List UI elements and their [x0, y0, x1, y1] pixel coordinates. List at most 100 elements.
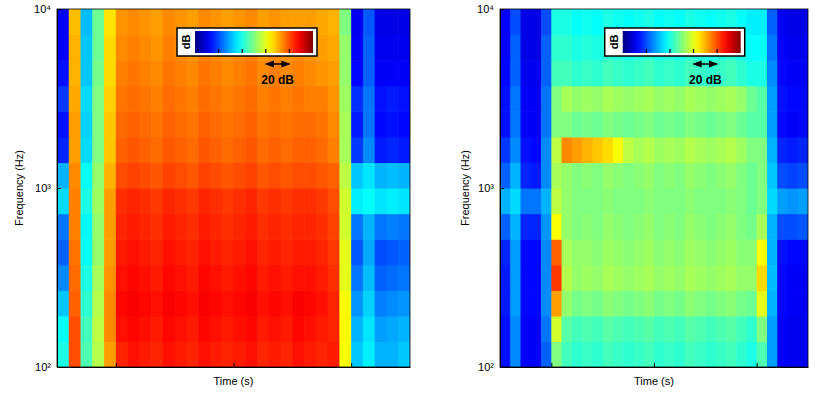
heatmap-cell: [81, 111, 93, 137]
heatmap-cell: [675, 265, 686, 291]
heatmap-cell: [398, 239, 410, 265]
heatmap-cell: [510, 35, 521, 61]
scale-bar-label: 20 dB: [261, 73, 294, 87]
heatmap-cell: [151, 60, 163, 86]
heatmap-cell: [592, 86, 603, 112]
heatmap-cell: [81, 341, 93, 367]
heatmap-cell: [531, 316, 542, 342]
heatmap-cell: [592, 290, 603, 316]
heatmap-cell: [186, 341, 198, 367]
heatmap-cell: [151, 188, 163, 214]
heatmap-cell: [582, 341, 593, 367]
y-axis: 10²10³10⁴: [477, 3, 504, 373]
heatmap-cell: [654, 341, 665, 367]
colorbar-tick: [693, 49, 694, 53]
heatmap-cell: [510, 290, 521, 316]
heatmap-cell: [104, 290, 116, 316]
heatmap-cell: [685, 341, 696, 367]
colorbar-ramp: [623, 31, 741, 53]
heatmap-cell: [695, 341, 706, 367]
heatmap-cell: [716, 316, 727, 342]
heatmap-cell: [292, 290, 304, 316]
heatmap-cell: [92, 265, 104, 291]
heatmap-cell: [510, 265, 521, 291]
heatmap-cell: [375, 35, 387, 61]
heatmap-cell: [139, 239, 151, 265]
heatmap-cell: [582, 86, 593, 112]
heatmap-cell: [163, 60, 175, 86]
heatmap-cell: [500, 341, 511, 367]
heatmap-cell: [81, 35, 93, 61]
heatmap-cell: [654, 239, 665, 265]
heatmap-cell: [139, 290, 151, 316]
colorbar: dB20 dB: [605, 28, 745, 87]
heatmap-cell: [398, 9, 410, 35]
heatmap-cell: [654, 137, 665, 163]
heatmap-cell: [582, 188, 593, 214]
heatmap-cell: [386, 214, 398, 240]
heatmap-cell: [269, 188, 281, 214]
heatmap-cell: [572, 9, 583, 35]
heatmap-cell: [234, 341, 246, 367]
heatmap-cell: [510, 316, 521, 342]
heatmap-cell: [716, 188, 727, 214]
heatmap-cell: [222, 341, 234, 367]
heatmap-cell: [633, 188, 644, 214]
heatmap-cell: [128, 86, 140, 112]
heatmap-cell: [510, 86, 521, 112]
heatmap-cell: [328, 341, 340, 367]
heatmap-cell: [363, 290, 375, 316]
heatmap-cell: [104, 316, 116, 342]
heatmap-cell: [787, 316, 798, 342]
heatmap-cell: [582, 137, 593, 163]
heatmap-cell: [582, 162, 593, 188]
scale-bar-label: 20 dB: [689, 73, 722, 87]
heatmap-cell: [163, 214, 175, 240]
heatmap-cell: [695, 188, 706, 214]
heatmap-cell: [500, 60, 511, 86]
heatmap-cell: [186, 162, 198, 188]
heatmap-cell: [716, 137, 727, 163]
heatmap-cell: [104, 9, 116, 35]
heatmap-cell: [531, 60, 542, 86]
heatmap-cell: [363, 265, 375, 291]
heatmap-cell: [92, 290, 104, 316]
heatmap-cell: [705, 86, 716, 112]
heatmap-cell: [175, 111, 187, 137]
heatmap-cell: [128, 265, 140, 291]
heatmap-cell: [269, 111, 281, 137]
heatmap-cell: [695, 86, 706, 112]
heatmap-cell: [726, 239, 737, 265]
heatmap-cell: [572, 162, 583, 188]
heatmap-cell: [363, 86, 375, 112]
heatmap-cell: [510, 111, 521, 137]
heatmap-cell: [613, 86, 624, 112]
colorbar-ramp: [195, 31, 313, 53]
heatmap-cell: [81, 290, 93, 316]
heatmap-cell: [664, 239, 675, 265]
heatmap-cell: [139, 86, 151, 112]
heatmap-cell: [767, 239, 778, 265]
heatmap-cell: [603, 162, 614, 188]
heatmap-cell: [198, 111, 210, 137]
heatmap-cell: [186, 188, 198, 214]
heatmap-cell: [386, 188, 398, 214]
heatmap-cell: [521, 265, 532, 291]
heatmap-cell: [705, 341, 716, 367]
heatmap-cell: [767, 60, 778, 86]
heatmap-cell: [198, 162, 210, 188]
heatmap-cell: [198, 137, 210, 163]
heatmap-cell: [582, 60, 593, 86]
heatmap-cell: [551, 214, 562, 240]
heatmap-cell: [787, 35, 798, 61]
x-tick: [654, 363, 655, 367]
heatmap-cell: [245, 137, 257, 163]
heatmap-cell: [339, 316, 351, 342]
x-tick: [757, 363, 758, 367]
heatmap-cell: [746, 265, 757, 291]
heatmap-cell: [398, 316, 410, 342]
heatmap-cell: [654, 265, 665, 291]
heatmap-cell: [398, 137, 410, 163]
heatmap-cell: [210, 60, 222, 86]
heatmap-cell: [104, 341, 116, 367]
